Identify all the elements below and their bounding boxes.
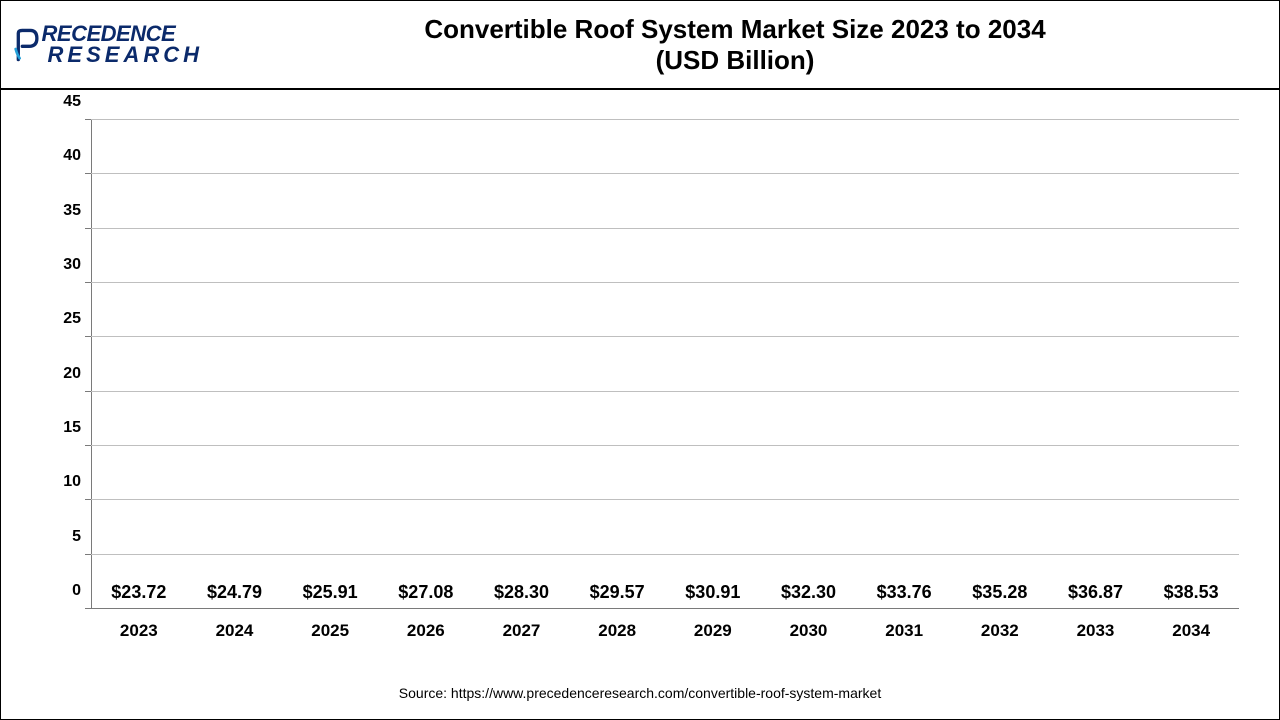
chart-area: $23.722023$24.792024$25.912025$27.082026… bbox=[1, 89, 1279, 719]
bar-value-label: $32.30 bbox=[781, 582, 836, 603]
gridline bbox=[91, 554, 1239, 555]
x-axis-label: 2034 bbox=[1172, 621, 1210, 641]
logo-line2: RESEARCH bbox=[42, 45, 203, 66]
y-axis-label: 0 bbox=[72, 582, 91, 600]
chart-container: RECEDENCE RESEARCH Convertible Roof Syst… bbox=[0, 0, 1280, 720]
x-axis-label: 2028 bbox=[598, 621, 636, 641]
chart-title: Convertible Roof System Market Size 2023… bbox=[203, 14, 1267, 76]
title-line1: Convertible Roof System Market Size 2023… bbox=[203, 14, 1267, 45]
y-tick bbox=[85, 554, 91, 555]
gridline bbox=[91, 336, 1239, 337]
bars-container: $23.722023$24.792024$25.912025$27.082026… bbox=[91, 120, 1239, 609]
gridline bbox=[91, 119, 1239, 120]
y-axis-label: 10 bbox=[63, 473, 91, 491]
source-citation: Source: https://www.precedenceresearch.c… bbox=[1, 685, 1279, 701]
y-axis-label: 40 bbox=[63, 147, 91, 165]
y-axis-label: 15 bbox=[63, 419, 91, 437]
gridline bbox=[91, 445, 1239, 446]
bar-value-label: $24.79 bbox=[207, 582, 262, 603]
gridline bbox=[91, 499, 1239, 500]
y-axis-label: 5 bbox=[72, 528, 91, 546]
bar-value-label: $30.91 bbox=[685, 582, 740, 603]
y-tick bbox=[85, 499, 91, 500]
x-axis-label: 2023 bbox=[120, 621, 158, 641]
y-axis-label: 25 bbox=[63, 310, 91, 328]
x-axis-label: 2027 bbox=[503, 621, 541, 641]
title-line2: (USD Billion) bbox=[203, 45, 1267, 76]
bar-value-label: $29.57 bbox=[590, 582, 645, 603]
y-axis-label: 45 bbox=[63, 93, 91, 111]
gridline bbox=[91, 228, 1239, 229]
logo-text: RECEDENCE RESEARCH bbox=[42, 24, 203, 66]
gridline bbox=[91, 173, 1239, 174]
logo: RECEDENCE RESEARCH bbox=[13, 15, 203, 75]
bar-value-label: $36.87 bbox=[1068, 582, 1123, 603]
bar-value-label: $27.08 bbox=[398, 582, 453, 603]
y-tick bbox=[85, 336, 91, 337]
y-tick bbox=[85, 445, 91, 446]
x-axis-label: 2026 bbox=[407, 621, 445, 641]
bar-value-label: $38.53 bbox=[1164, 582, 1219, 603]
y-tick bbox=[85, 228, 91, 229]
x-axis-label: 2024 bbox=[216, 621, 254, 641]
x-axis-label: 2030 bbox=[790, 621, 828, 641]
bar-value-label: $23.72 bbox=[111, 582, 166, 603]
gridline bbox=[91, 391, 1239, 392]
y-axis-label: 35 bbox=[63, 202, 91, 220]
y-axis-label: 30 bbox=[63, 256, 91, 274]
y-tick bbox=[85, 608, 91, 609]
gridline bbox=[91, 282, 1239, 283]
x-axis-label: 2032 bbox=[981, 621, 1019, 641]
x-axis-label: 2025 bbox=[311, 621, 349, 641]
bar-value-label: $28.30 bbox=[494, 582, 549, 603]
x-axis-label: 2031 bbox=[885, 621, 923, 641]
bar-value-label: $33.76 bbox=[877, 582, 932, 603]
x-axis-label: 2033 bbox=[1077, 621, 1115, 641]
bar-value-label: $35.28 bbox=[972, 582, 1027, 603]
x-axis-label: 2029 bbox=[694, 621, 732, 641]
y-axis-label: 20 bbox=[63, 365, 91, 383]
y-tick bbox=[85, 173, 91, 174]
plot-region: $23.722023$24.792024$25.912025$27.082026… bbox=[91, 120, 1239, 609]
logo-p-icon bbox=[13, 25, 40, 65]
y-tick bbox=[85, 119, 91, 120]
bar-value-label: $25.91 bbox=[303, 582, 358, 603]
y-tick bbox=[85, 282, 91, 283]
header-row: RECEDENCE RESEARCH Convertible Roof Syst… bbox=[1, 1, 1279, 89]
y-tick bbox=[85, 391, 91, 392]
